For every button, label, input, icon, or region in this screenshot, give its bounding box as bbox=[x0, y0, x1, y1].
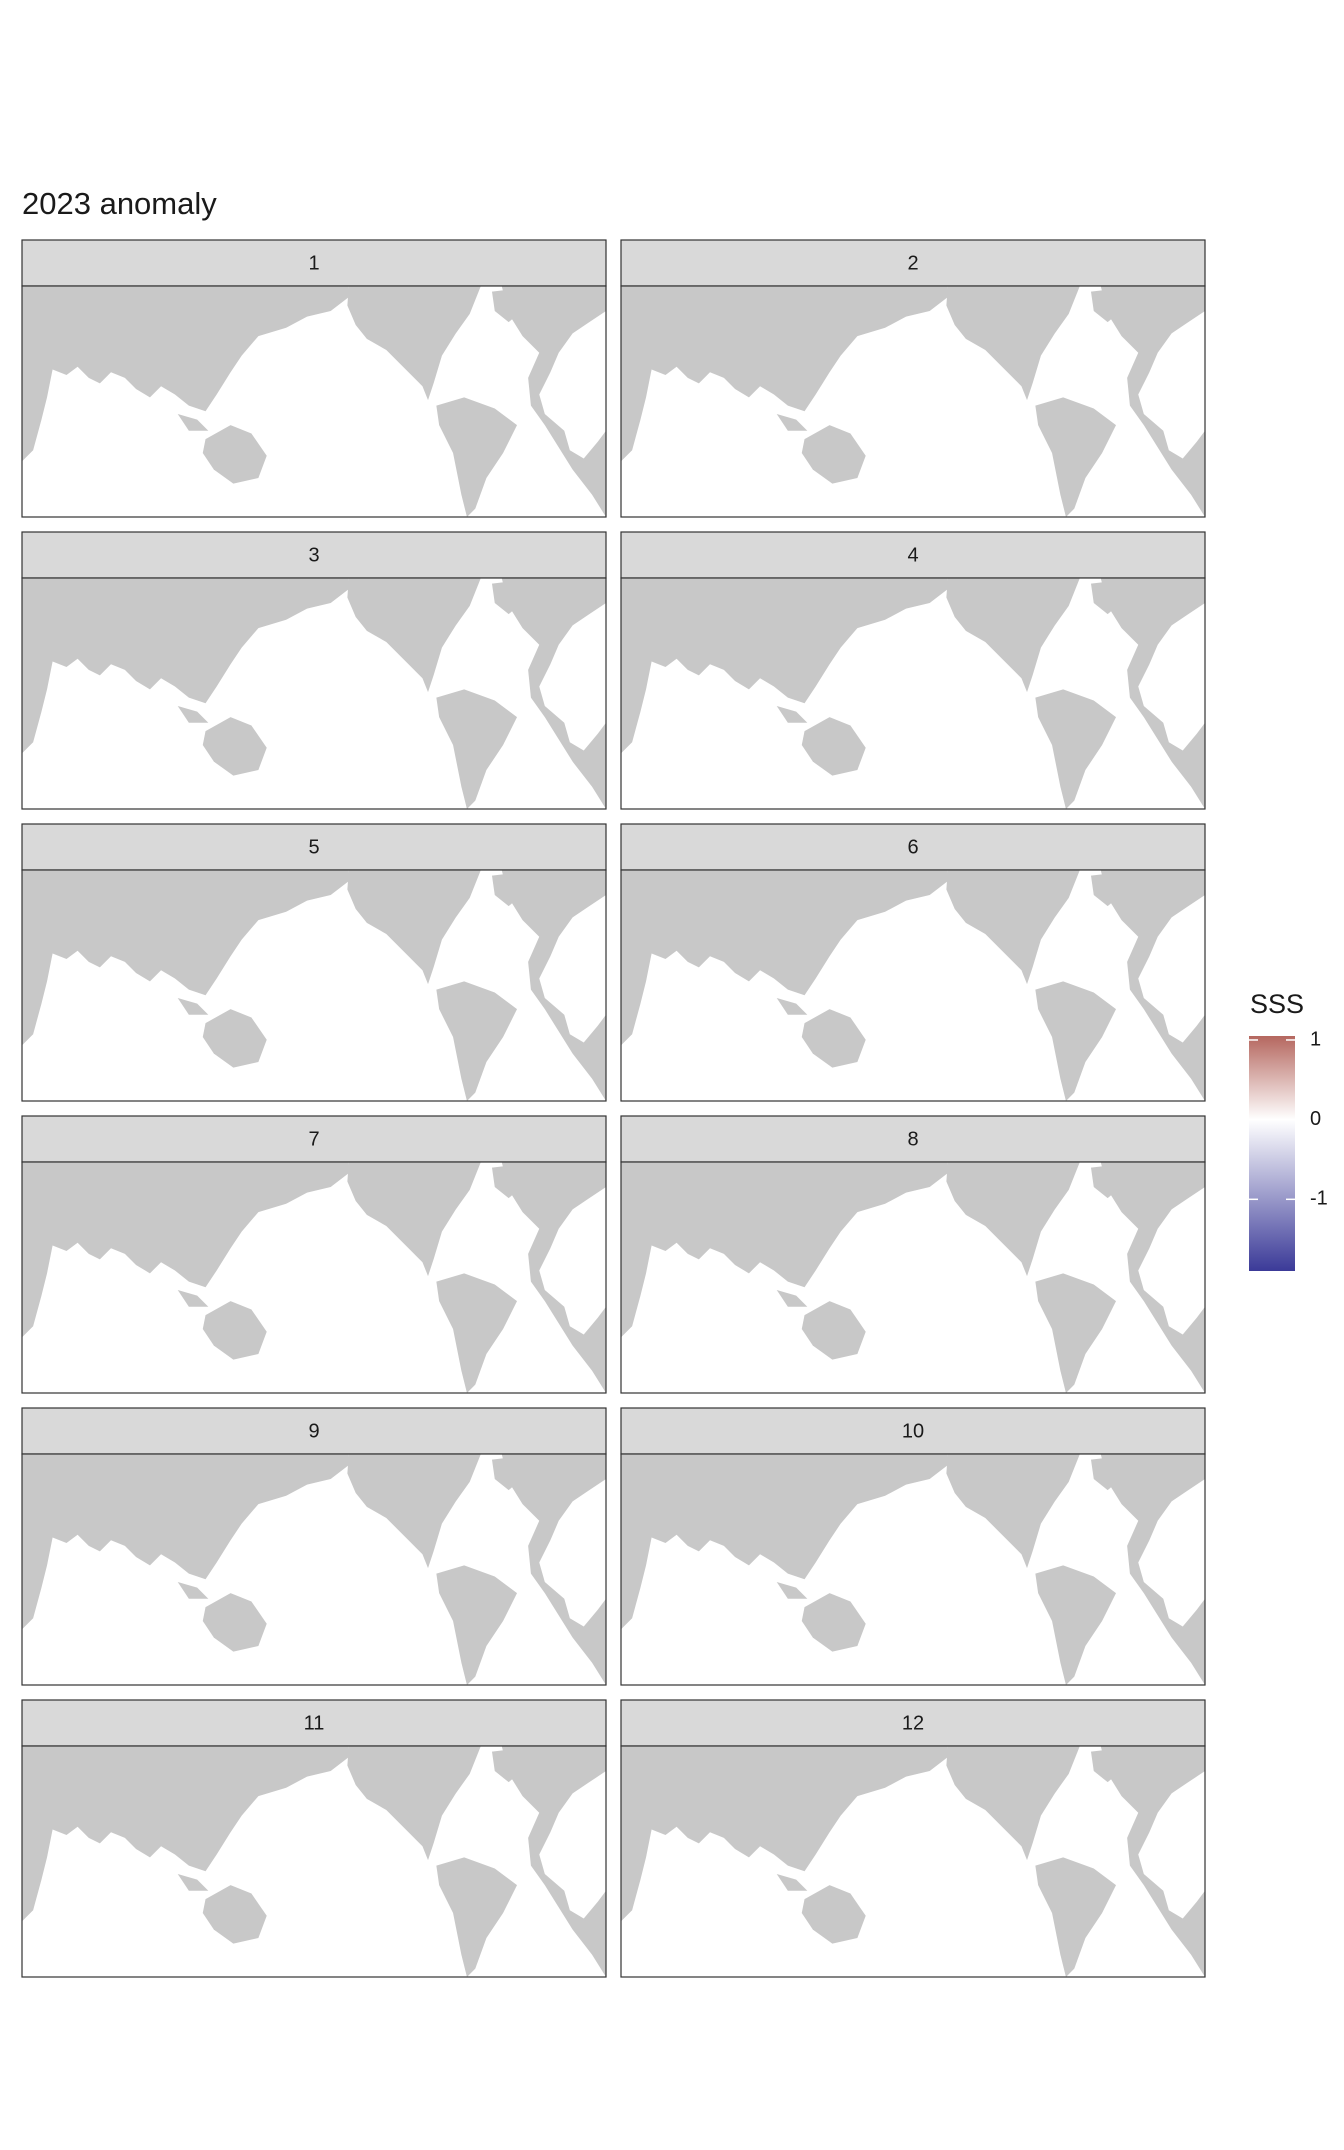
map-frame bbox=[21, 1745, 607, 1978]
colorbar-label: 1 bbox=[1310, 1028, 1321, 1050]
strip bbox=[620, 1699, 1206, 1747]
map-frame bbox=[21, 1453, 607, 1686]
map-frame bbox=[620, 1453, 1206, 1686]
map-frame bbox=[21, 1161, 607, 1394]
map-frame bbox=[620, 1161, 1206, 1394]
map-frame bbox=[620, 1745, 1206, 1978]
strip bbox=[620, 1407, 1206, 1455]
panel-label: 4 bbox=[907, 544, 918, 566]
colorbar bbox=[1249, 1036, 1295, 1271]
map-frame bbox=[620, 869, 1206, 1102]
panel-label: 9 bbox=[308, 1420, 319, 1442]
panel-label: 3 bbox=[308, 544, 319, 566]
panel-label: 8 bbox=[907, 1128, 918, 1150]
panel-label: 7 bbox=[308, 1128, 319, 1150]
panel-label: 2 bbox=[907, 252, 918, 274]
map-frame bbox=[21, 285, 607, 518]
map-frame bbox=[21, 577, 607, 810]
strip bbox=[21, 1699, 607, 1747]
colorbar-label: 0 bbox=[1310, 1108, 1321, 1130]
legend-title: SSS bbox=[1250, 989, 1304, 1019]
panel-label: 10 bbox=[902, 1420, 924, 1442]
strip bbox=[620, 1115, 1206, 1163]
strip bbox=[620, 823, 1206, 871]
colorbar-label: -1 bbox=[1310, 1188, 1328, 1210]
map-frame bbox=[21, 869, 607, 1102]
panel-label: 5 bbox=[308, 836, 319, 858]
map-frame bbox=[620, 577, 1206, 810]
strip bbox=[21, 239, 607, 287]
strip bbox=[620, 239, 1206, 287]
panel-label: 11 bbox=[304, 1712, 325, 1734]
panel-label: 1 bbox=[308, 252, 319, 274]
strip bbox=[21, 1407, 607, 1455]
panel-label: 12 bbox=[902, 1712, 924, 1734]
title: 2023 anomaly bbox=[22, 186, 217, 221]
map-frame bbox=[620, 285, 1206, 518]
panel-label: 6 bbox=[907, 836, 918, 858]
